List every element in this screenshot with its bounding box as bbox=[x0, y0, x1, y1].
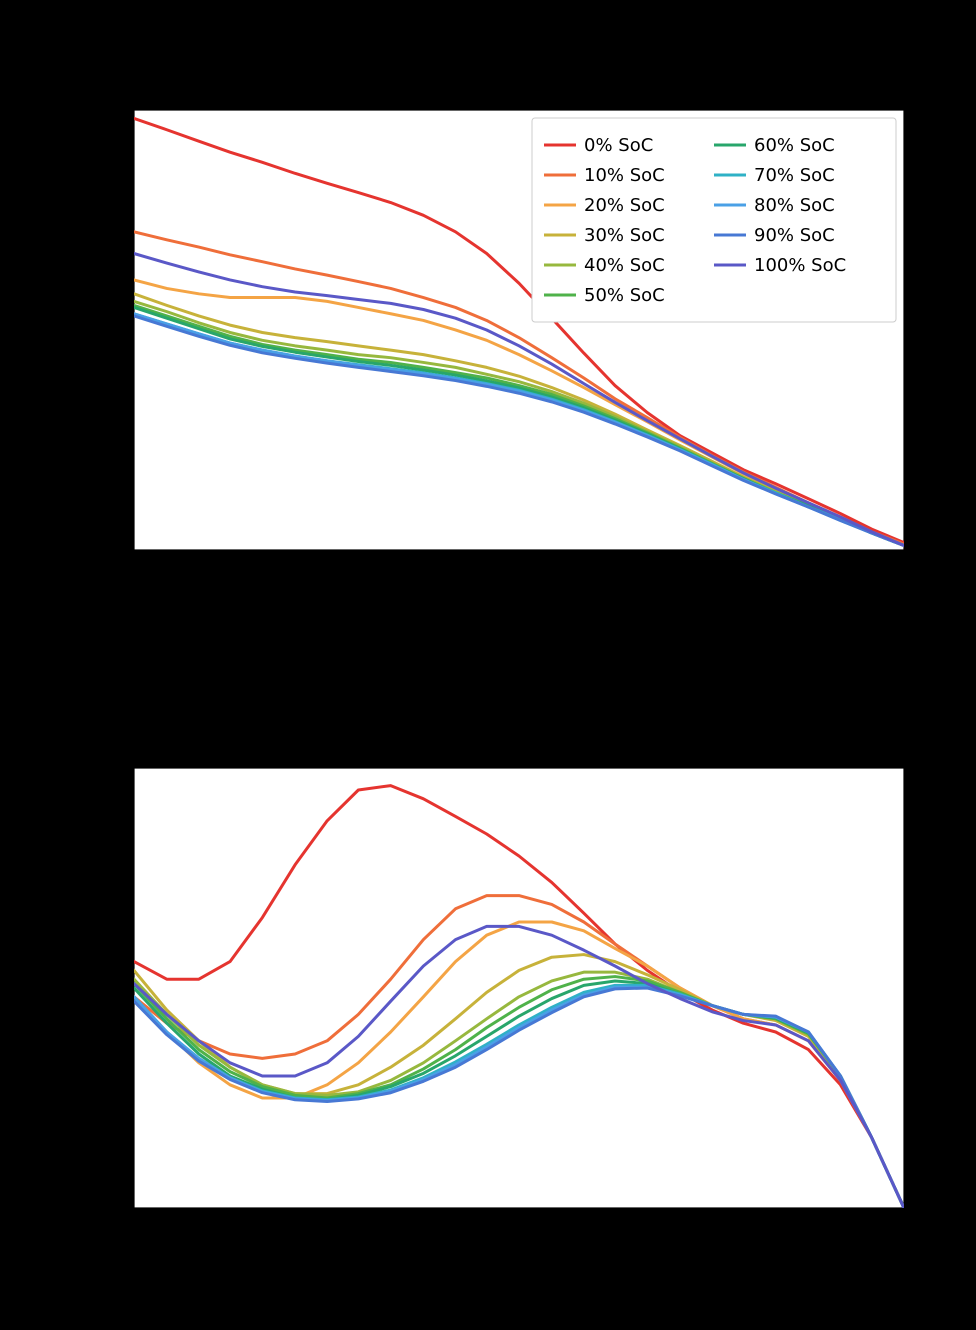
x-tick-label: 10¹ bbox=[504, 1218, 534, 1239]
legend-label: 70% SoC bbox=[754, 165, 835, 186]
y-tick-label: 10 bbox=[99, 1022, 122, 1043]
legend-label: 20% SoC bbox=[584, 195, 665, 216]
y-tick-label: −10 bbox=[84, 1198, 122, 1219]
legend-label: 10% SoC bbox=[584, 165, 665, 186]
chart-title: Phase bbox=[483, 726, 555, 754]
y-tick-label: 10⁰ bbox=[92, 513, 122, 534]
y-tick-label: 30 bbox=[99, 846, 122, 867]
x-tick-label: 10⁴ bbox=[889, 1218, 919, 1239]
plot-area bbox=[134, 768, 904, 1208]
legend-label: 40% SoC bbox=[584, 255, 665, 276]
x-tick-label: 10³ bbox=[761, 560, 791, 581]
x-tick-label: 10⁴ bbox=[889, 560, 919, 581]
y-tick-label: 40 bbox=[99, 758, 122, 779]
legend-label: 30% SoC bbox=[584, 225, 665, 246]
x-tick-label: 10⁻¹ bbox=[243, 1218, 283, 1239]
figure: Magnitude Frequency / Hz |Z| / mΩ 10⁻² 10⁻¹ 1… bbox=[0, 0, 976, 1326]
x-tick-label: 10² bbox=[632, 560, 662, 581]
x-tick-label: 10³ bbox=[761, 1218, 791, 1239]
legend-label: 0% SoC bbox=[584, 135, 653, 156]
legend-label: 60% SoC bbox=[754, 135, 835, 156]
x-tick-label: 10⁰ bbox=[376, 560, 406, 581]
chart-title: Magnitude bbox=[455, 68, 582, 96]
y-tick-label: 10¹ bbox=[92, 233, 122, 254]
x-tick-label: 10⁻¹ bbox=[243, 560, 283, 581]
x-tick-label: 10⁰ bbox=[376, 1218, 406, 1239]
legend-label: 80% SoC bbox=[754, 195, 835, 216]
y-tick-label: 20 bbox=[99, 934, 122, 955]
x-axis-label: Frequency / Hz bbox=[437, 586, 600, 611]
legend-label: 90% SoC bbox=[754, 225, 835, 246]
y-axis-label: -φ / ° bbox=[45, 961, 70, 1016]
y-tick-label: 0 bbox=[111, 1110, 122, 1131]
x-axis-label: Frequency / Hz bbox=[437, 1244, 600, 1269]
x-tick-label: 10¹ bbox=[504, 560, 534, 581]
chart-svg: Magnitude Frequency / Hz |Z| / mΩ 10⁻² 10⁻¹ 1… bbox=[0, 0, 976, 1326]
x-tick-label: 10⁻² bbox=[114, 1218, 154, 1239]
legend-label: 50% SoC bbox=[584, 285, 665, 306]
x-tick-label: 10² bbox=[632, 1218, 662, 1239]
x-tick-label: 10⁻² bbox=[114, 560, 154, 581]
legend-label: 100% SoC bbox=[754, 255, 846, 276]
y-axis-label: |Z| / mΩ bbox=[45, 285, 70, 375]
